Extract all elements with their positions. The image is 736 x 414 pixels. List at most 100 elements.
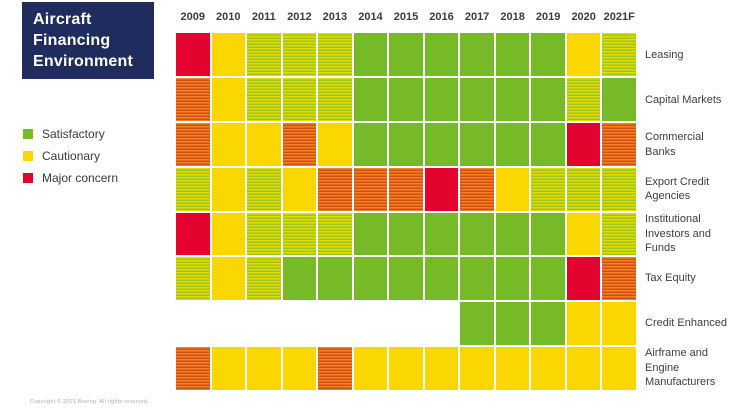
grid-cell <box>495 212 530 256</box>
grid-cell <box>602 122 636 166</box>
year-label: 2013 <box>322 11 348 23</box>
page-title-line-1: Aircraft <box>33 11 92 28</box>
year-label: 2009 <box>180 11 205 23</box>
grid-cell <box>495 302 530 346</box>
grid-cell <box>602 33 636 76</box>
copyright-text: Copyright © 2021 Boeing. All rights rese… <box>30 399 149 405</box>
grid-cell <box>318 302 352 345</box>
grid-cell <box>460 33 494 76</box>
grid-cell <box>424 77 459 121</box>
cautionary-swatch <box>23 151 33 161</box>
year-label: 2021F <box>603 11 635 23</box>
grid-cell <box>176 33 210 76</box>
grid-cell <box>495 257 530 301</box>
grid-cell <box>424 257 459 301</box>
grid-cell <box>424 347 459 390</box>
grid-cell <box>212 302 246 345</box>
grid-cell <box>602 302 636 346</box>
grid-cell <box>282 77 317 121</box>
grid-cell <box>424 33 459 76</box>
grid-cell <box>282 347 317 390</box>
grid-cell <box>424 167 459 211</box>
grid-cell <box>354 302 388 345</box>
grid-cell <box>353 212 388 256</box>
grid-cell <box>531 212 565 256</box>
legend-item: Cautionary <box>23 145 118 167</box>
legend-label: Major concern <box>42 171 119 185</box>
year-header-row: 2009 2010 2011 2012 2013 2014 2015 2016 2017 2018… <box>176 11 636 23</box>
grid-cell <box>211 347 246 390</box>
grid-cell <box>566 347 601 390</box>
grid-cell <box>318 212 352 256</box>
row-label: Export Credit Agencies <box>645 175 710 203</box>
grid-cell <box>318 347 352 390</box>
grid-cell <box>495 122 530 166</box>
grid-cell <box>460 122 494 166</box>
heatmap-grid <box>176 33 636 390</box>
grid-cell <box>211 33 246 76</box>
grid-cell <box>531 347 565 390</box>
grid-cell <box>602 77 636 121</box>
grid-cell <box>424 122 459 166</box>
year-label: 2010 <box>216 11 241 23</box>
grid-cell <box>247 77 281 121</box>
grid-cell <box>247 302 281 345</box>
grid-cell <box>389 302 423 345</box>
grid-cell <box>531 302 565 346</box>
legend-item: Satisfactory <box>23 123 118 145</box>
grid-cell <box>247 212 281 256</box>
grid-cell <box>211 77 246 121</box>
year-label: 2020 <box>571 11 596 23</box>
satisfactory-swatch <box>23 129 33 139</box>
year-label: 2017 <box>464 11 490 23</box>
grid-cell <box>531 33 565 76</box>
grid-cell <box>282 33 317 76</box>
year-label: 2018 <box>500 11 525 23</box>
grid-cell <box>495 167 530 211</box>
grid-cell <box>247 33 281 76</box>
grid-cell <box>389 77 423 121</box>
grid-cell <box>176 77 210 121</box>
grid-cell <box>176 347 210 390</box>
grid-cell <box>353 77 388 121</box>
grid-cell <box>566 167 601 211</box>
page-title-line-2: Financing <box>33 32 111 50</box>
grid-cell <box>495 347 530 390</box>
grid-cell <box>602 212 636 256</box>
grid-cell <box>566 33 601 76</box>
grid-cell <box>353 167 388 211</box>
grid-cell <box>460 302 494 346</box>
grid-cell <box>389 257 423 301</box>
year-label: 2016 <box>429 11 454 23</box>
row-label: Tax Equity <box>645 272 696 285</box>
grid-cell <box>176 257 210 301</box>
grid-cell <box>424 212 459 256</box>
grid-cell <box>282 167 317 211</box>
grid-cell <box>318 167 352 211</box>
grid-cell <box>283 302 317 345</box>
grid-cell <box>211 257 246 301</box>
grid-cell <box>531 77 565 121</box>
year-label: 2015 <box>393 11 419 23</box>
grid-cell <box>495 33 530 76</box>
title-box: Aircraft Financing Environment <box>22 2 154 79</box>
row-label: Capital Markets <box>645 93 722 106</box>
grid-cell <box>389 167 423 211</box>
grid-cell <box>495 77 530 121</box>
legend: Satisfactory Cautionary Major concern <box>23 123 118 189</box>
row-label: Institutional Investors and Funds <box>645 213 712 254</box>
grid-cell <box>460 257 494 301</box>
grid-cell <box>176 302 210 345</box>
grid-cell <box>566 302 601 346</box>
grid-cell <box>389 122 423 166</box>
grid-cell <box>353 33 388 76</box>
grid-cell <box>353 257 388 301</box>
grid-cell <box>282 212 317 256</box>
grid-cell <box>211 167 246 211</box>
legend-label: Cautionary <box>42 149 101 163</box>
row-label: Leasing <box>645 49 684 62</box>
grid-cell <box>389 347 423 390</box>
row-label: Airframe and Engine Manufacturers <box>645 347 716 388</box>
grid-cell <box>247 257 281 301</box>
